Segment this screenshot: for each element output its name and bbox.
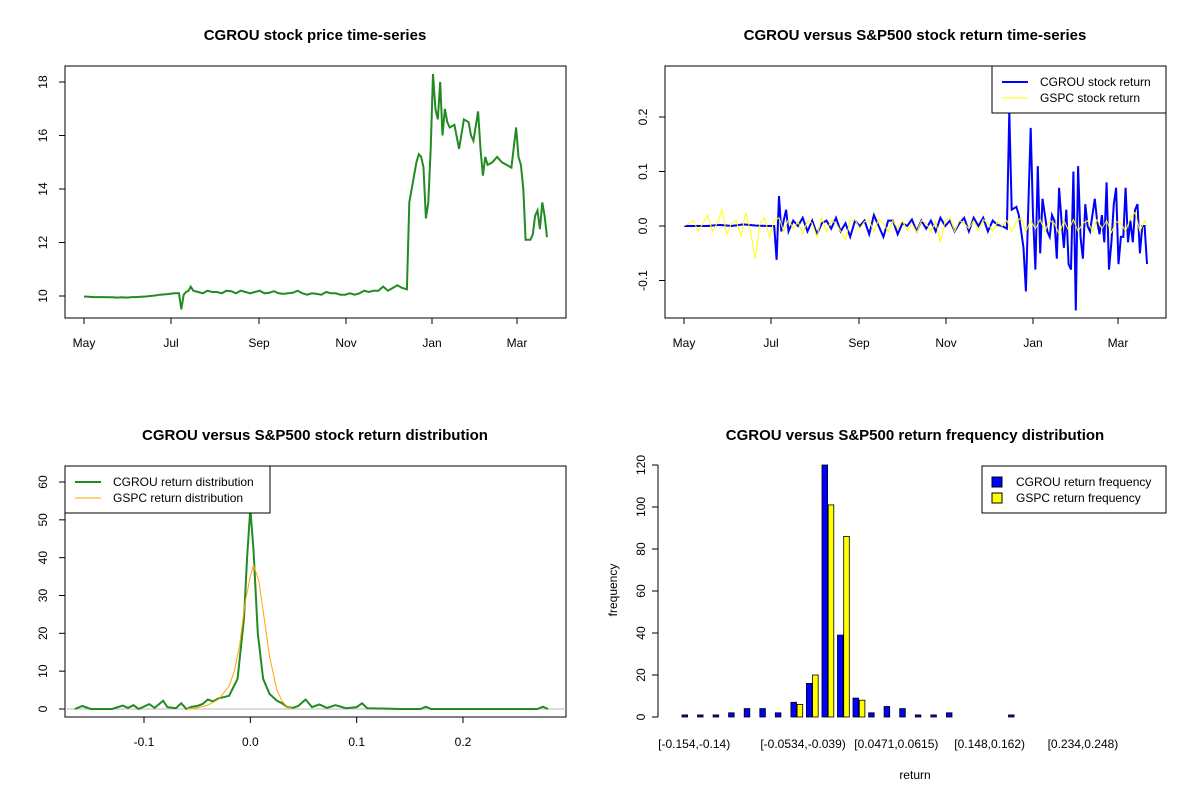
y-tick-label: 120 [634, 455, 648, 475]
y-tick-label: 10 [36, 289, 50, 303]
y-tick-label: 0.0 [636, 217, 650, 234]
x-tick-label: Nov [935, 336, 956, 350]
y-tick-label: 0 [36, 705, 50, 712]
legend-label: CGROU return distribution [113, 475, 254, 489]
bar-cgrou [837, 634, 844, 718]
y-tick-label: 60 [36, 475, 50, 489]
bar-cgrou [759, 708, 766, 718]
x-tick-label: Mar [507, 336, 528, 350]
legend-label: CGROU stock return [1040, 75, 1151, 89]
bar-gspc [843, 536, 850, 718]
x-tick-label: 0.0 [242, 735, 259, 749]
bar-cgrou [821, 464, 828, 718]
x-axis-label: return [899, 768, 930, 782]
chart-title-2: CGROU versus S&P500 stock return time-se… [744, 27, 1087, 44]
y-tick-label: 0.1 [636, 163, 650, 180]
y-tick-label: 60 [634, 584, 648, 598]
x-category-label: [0.148,0.162) [954, 737, 1025, 751]
bar-cgrou [946, 712, 953, 718]
bar-cgrou [697, 714, 704, 718]
y-tick-label: -0.1 [636, 270, 650, 291]
x-tick-label: May [73, 336, 96, 350]
bar-cgrou [790, 701, 797, 718]
bar-cgrou [868, 712, 875, 718]
bar-cgrou [852, 697, 859, 718]
x-category-label: [0.234,0.248) [1048, 737, 1119, 751]
y-tick-label: 20 [634, 668, 648, 682]
bar-cgrou [681, 714, 688, 718]
legend-box [991, 65, 1167, 114]
y-tick-label: 30 [36, 589, 50, 603]
plot-frame-3 [64, 465, 567, 718]
y-tick-label: 16 [36, 129, 50, 143]
y-tick-label: 12 [36, 236, 50, 250]
y-tick-label: 80 [634, 542, 648, 556]
bar-cgrou [914, 714, 922, 718]
x-tick-label: -0.1 [134, 735, 155, 749]
legend-box [64, 465, 271, 514]
x-tick-label: 0.1 [348, 735, 365, 749]
bar-gspc [858, 699, 866, 718]
x-tick-label: 0.2 [455, 735, 472, 749]
bar-cgrou [743, 708, 751, 718]
legend-label: GSPC return distribution [113, 491, 243, 505]
x-tick-label: May [673, 336, 696, 350]
x-tick-label: Jan [1023, 336, 1042, 350]
y-tick-label: 40 [36, 551, 50, 565]
legend-label: GSPC stock return [1040, 91, 1140, 105]
series-line-gspc-return [683, 207, 1148, 259]
x-category-label: [-0.154,-0.14) [658, 737, 730, 751]
bar-cgrou [883, 706, 891, 718]
plot-frame-1 [64, 65, 567, 319]
legend-label: GSPC return frequency [1016, 491, 1141, 505]
chart-title-1: CGROU stock price time-series [204, 27, 427, 44]
y-tick-label: 20 [36, 626, 50, 640]
x-tick-label: Mar [1108, 336, 1129, 350]
y-tick-label: 0 [634, 713, 648, 720]
x-category-label: [-0.0534,-0.039) [760, 737, 845, 751]
chart-title-3: CGROU versus S&P500 stock return distrib… [142, 427, 488, 444]
bar-gspc [812, 674, 819, 718]
y-tick-label: 0.2 [636, 108, 650, 125]
bar-cgrou [774, 712, 782, 718]
legend-swatch [991, 492, 1003, 504]
legend-swatch [991, 476, 1003, 488]
legend-box [981, 465, 1167, 514]
bar-cgrou [930, 714, 937, 718]
y-tick-label: 40 [634, 626, 648, 640]
series-line-cgrou-density [74, 508, 549, 711]
series-line-cgrou-return [684, 111, 1148, 311]
y-tick-label: 100 [634, 497, 648, 517]
x-tick-label: Nov [335, 336, 356, 350]
chart-title-4: CGROU versus S&P500 return frequency dis… [726, 427, 1104, 444]
bar-cgrou [899, 708, 906, 718]
bar-cgrou [712, 714, 720, 718]
bar-cgrou [1008, 714, 1015, 718]
x-tick-label: Sep [848, 336, 870, 350]
y-tick-label: 14 [36, 182, 50, 196]
bar-gspc [827, 504, 835, 718]
x-tick-label: Jul [163, 336, 178, 350]
plot-frame-2 [664, 65, 1167, 319]
bar-cgrou [728, 712, 735, 718]
series-line-cgrou-price [83, 73, 548, 310]
y-tick-label: 18 [36, 75, 50, 89]
series-line-gspc-density [186, 563, 294, 710]
y-tick-label: 50 [36, 513, 50, 527]
x-category-label: [0.0471,0.0615) [854, 737, 938, 751]
x-tick-label: Jan [422, 336, 441, 350]
y-axis-label: frequency [606, 564, 620, 617]
legend-label: CGROU return frequency [1016, 475, 1151, 489]
bar-gspc [796, 704, 804, 718]
y-tick-label: 10 [36, 664, 50, 678]
bar-cgrou [806, 683, 813, 718]
x-tick-label: Sep [248, 336, 270, 350]
x-tick-label: Jul [763, 336, 778, 350]
